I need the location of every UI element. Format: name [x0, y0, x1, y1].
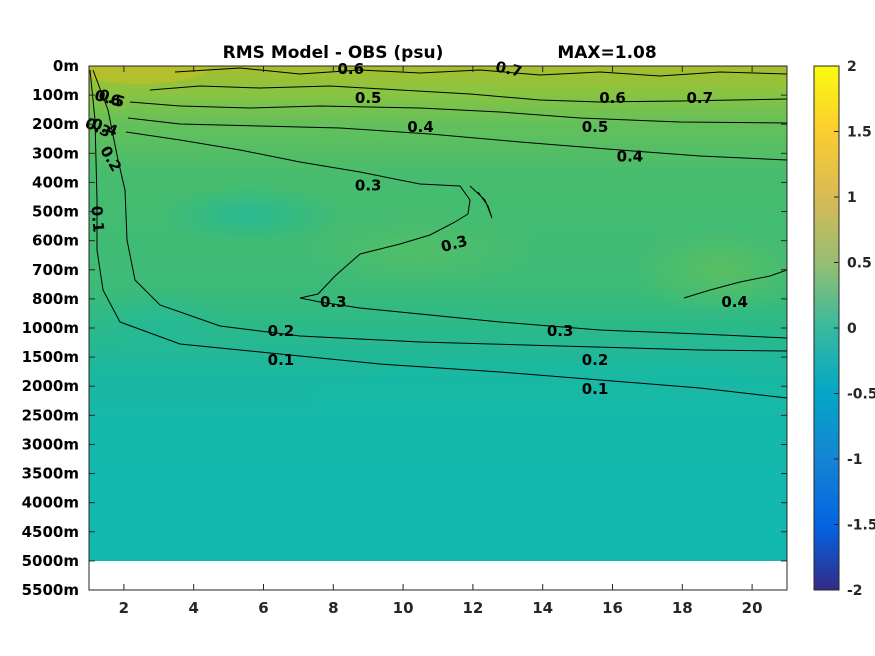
y-tick-label: 100m: [32, 86, 79, 104]
contour-label: 0.5: [355, 89, 382, 107]
no-data-region: [89, 561, 787, 590]
y-tick-label: 4000m: [22, 494, 79, 512]
x-tick-label: 8: [328, 599, 338, 617]
x-tick-label: 12: [462, 599, 483, 617]
y-tick-label: 700m: [32, 261, 79, 279]
x-tick-label: 18: [672, 599, 693, 617]
contour-label: 0.5: [582, 118, 609, 136]
y-tick-label: 2500m: [22, 406, 79, 424]
contour-label: 0.4: [721, 293, 748, 311]
contour-label: 0.3: [355, 176, 382, 194]
colorbar-tick-label: 2: [847, 59, 857, 75]
x-tick-label: 10: [393, 599, 414, 617]
chart-title: RMS Model - OBS (psu): [223, 43, 444, 63]
contour-0.6: [149, 85, 787, 103]
contour-label: 0.2: [268, 322, 295, 340]
x-axis: 2 4 6 8 10 12 14 16 18 20: [119, 66, 763, 617]
colorbar-tick-label: 1.5: [847, 125, 872, 141]
contour-lines: [89, 67, 787, 399]
contour-0.1: [89, 69, 787, 399]
colorbar-tick-label: -1: [847, 452, 863, 468]
contour-0.2a: [92, 69, 787, 352]
contour-0.4: [127, 117, 787, 161]
y-tick-label: 1000m: [22, 319, 79, 337]
x-tick-label: 4: [188, 599, 198, 617]
contour-label: 0.7: [494, 58, 524, 81]
contour-label: 0.1: [582, 380, 609, 398]
y-tick-label: 2000m: [22, 377, 79, 395]
contour-label: 0.2: [582, 351, 609, 369]
contour-label: 0.3: [320, 293, 347, 311]
y-tick-label: 5000m: [22, 552, 79, 570]
y-tick-label: 300m: [32, 144, 79, 162]
colorbar-tick-label: 1: [847, 190, 857, 206]
colorbar-tick-label: 0: [847, 321, 857, 337]
y-tick-label: 3000m: [22, 435, 79, 453]
x-tick-label: 16: [602, 599, 623, 617]
colorbar-tick-label: 0.5: [847, 256, 872, 272]
contour-label: 0.1: [87, 205, 107, 233]
y-tick-label: 500m: [32, 203, 79, 221]
y-tick-label: 0m: [53, 57, 79, 75]
x-tick-label: 20: [742, 599, 763, 617]
contour-label: 0.4: [617, 147, 644, 165]
colorbar-tick-label: -2: [847, 583, 863, 599]
max-label: MAX=1.08: [557, 43, 656, 63]
contour-0.5: [129, 101, 787, 124]
contour-label: 0.6: [599, 89, 626, 107]
y-tick-label: 5500m: [22, 581, 79, 599]
y-tick-label: 400m: [32, 173, 79, 191]
y-tick-label: 800m: [32, 290, 79, 308]
colorbar-tick-label: -0.5: [847, 387, 875, 403]
contour-0.3a: [125, 131, 787, 339]
x-tick-label: 14: [532, 599, 553, 617]
y-tick-label: 1500m: [22, 348, 79, 366]
x-tick-label: 2: [119, 599, 129, 617]
contour-label: 0.6: [337, 60, 364, 78]
y-axis: 0m 100m 200m 300m 400m 500m 600m 700m 800m 1000m 1…: [22, 57, 787, 599]
contour-0.7: [174, 67, 787, 77]
contour-0.4b: [683, 269, 787, 299]
colorbar-tick-label: -1.5: [847, 518, 875, 534]
contour-0.3b: [469, 185, 493, 219]
y-tick-label: 4500m: [22, 523, 79, 541]
contour-label: 0.1: [268, 351, 295, 369]
contour-label: 0.3: [547, 322, 574, 340]
contour-label: 0.4: [407, 118, 434, 136]
x-tick-label: 6: [258, 599, 268, 617]
contour-label: 0.7: [686, 89, 713, 107]
y-tick-label: 3500m: [22, 465, 79, 483]
heatmap-field: [89, 66, 787, 561]
contour-labels: 0.60.50.40.30.20.10.6 0.70.70.5 0.60.4 0.50…: [82, 58, 748, 399]
colorbar-ticks: 2 1.5 1 0.5 0 -0.5 -1 -1.5 -2: [834, 59, 875, 599]
y-tick-label: 600m: [32, 232, 79, 250]
y-tick-label: 200m: [32, 115, 79, 133]
